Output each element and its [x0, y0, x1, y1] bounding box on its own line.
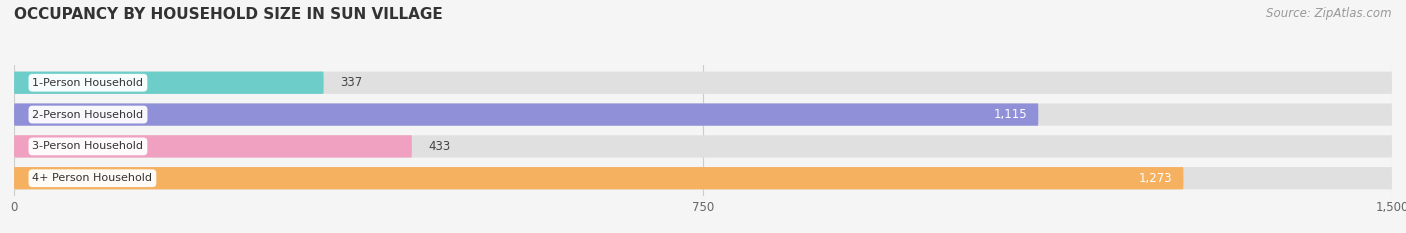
FancyBboxPatch shape — [14, 135, 1392, 158]
FancyBboxPatch shape — [14, 72, 1392, 94]
FancyBboxPatch shape — [14, 103, 1392, 126]
Text: 1,115: 1,115 — [994, 108, 1028, 121]
Text: 3-Person Household: 3-Person Household — [32, 141, 143, 151]
FancyBboxPatch shape — [14, 135, 412, 158]
FancyBboxPatch shape — [14, 103, 1038, 126]
Text: Source: ZipAtlas.com: Source: ZipAtlas.com — [1267, 7, 1392, 20]
FancyBboxPatch shape — [14, 72, 323, 94]
FancyBboxPatch shape — [14, 167, 1392, 189]
Text: OCCUPANCY BY HOUSEHOLD SIZE IN SUN VILLAGE: OCCUPANCY BY HOUSEHOLD SIZE IN SUN VILLA… — [14, 7, 443, 22]
Text: 4+ Person Household: 4+ Person Household — [32, 173, 152, 183]
Text: 433: 433 — [429, 140, 450, 153]
Text: 2-Person Household: 2-Person Household — [32, 110, 143, 120]
Text: 1,273: 1,273 — [1139, 172, 1173, 185]
Text: 1-Person Household: 1-Person Household — [32, 78, 143, 88]
Text: 337: 337 — [340, 76, 363, 89]
FancyBboxPatch shape — [14, 167, 1184, 189]
